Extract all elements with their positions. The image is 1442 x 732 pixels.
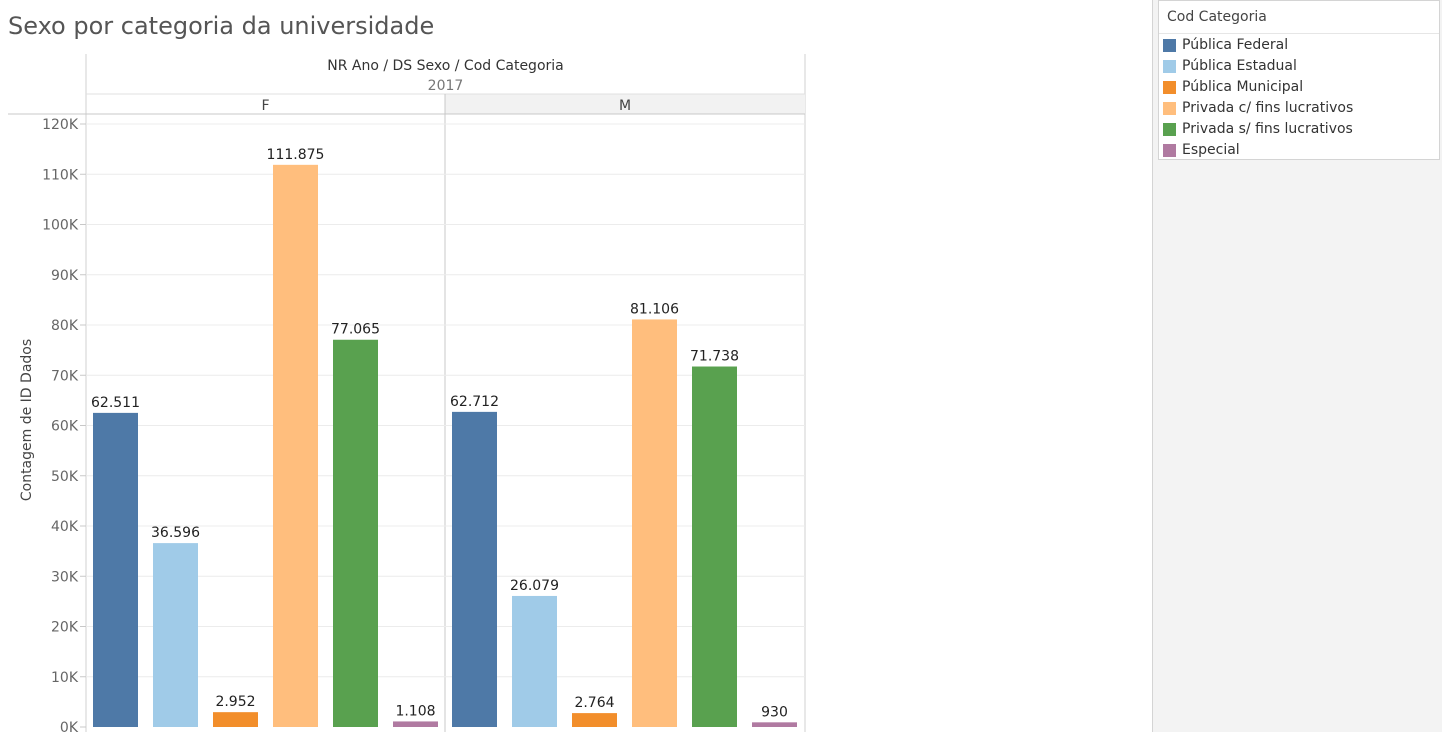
data-label: 26.079 xyxy=(510,578,559,594)
data-label: 77.065 xyxy=(331,322,380,338)
data-label: 1.108 xyxy=(395,703,435,719)
y-tick-label: 120K xyxy=(42,117,79,133)
data-label: 2.952 xyxy=(215,694,255,710)
bar xyxy=(572,713,617,727)
legend-swatch xyxy=(1163,80,1176,94)
bar xyxy=(452,411,497,727)
legend-swatch xyxy=(1163,59,1176,73)
legend-item[interactable]: Privada c/ fins lucrativos xyxy=(1163,98,1353,118)
y-tick-label: 110K xyxy=(42,167,79,183)
y-tick-label: 0K xyxy=(60,720,79,732)
legend-divider xyxy=(1159,33,1439,34)
chart-title: Sexo por categoria da universidade xyxy=(8,12,435,40)
legend-label: Especial xyxy=(1182,142,1240,158)
legend-swatch xyxy=(1163,101,1176,115)
legend-item[interactable]: Pública Estadual xyxy=(1163,56,1297,76)
bar xyxy=(153,543,198,727)
year-header: 2017 xyxy=(428,78,464,94)
y-tick-label: 30K xyxy=(51,569,79,585)
legend-item[interactable]: Privada s/ fins lucrativos xyxy=(1163,119,1353,139)
legend-swatch xyxy=(1163,38,1176,52)
y-tick-label: 60K xyxy=(51,419,79,435)
bar xyxy=(512,595,557,727)
bar-chart: NR Ano / DS Sexo / Cod Categoria 2017 0K 10… xyxy=(8,54,806,732)
y-tick-label: 10K xyxy=(51,670,79,686)
bar xyxy=(752,722,797,727)
legend[interactable]: Cod Categoria Pública Federal Pública Est… xyxy=(1158,0,1440,160)
bar xyxy=(393,721,438,727)
column-header: NR Ano / DS Sexo / Cod Categoria xyxy=(327,58,564,74)
legend-swatch xyxy=(1163,122,1176,136)
data-label: 71.738 xyxy=(690,349,739,365)
y-tick-label: 50K xyxy=(51,469,79,485)
data-label: 111.875 xyxy=(267,147,325,163)
legend-swatch xyxy=(1163,143,1176,157)
legend-item[interactable]: Pública Federal xyxy=(1163,35,1288,55)
y-axis-title: Contagem de ID Dados xyxy=(19,339,35,501)
panel-header-bg xyxy=(445,94,805,114)
legend-label: Privada c/ fins lucrativos xyxy=(1182,100,1354,116)
y-tick-label: 90K xyxy=(51,268,79,284)
data-label: 81.106 xyxy=(630,301,679,317)
panel-header-f: F xyxy=(261,98,269,114)
data-label: 62.712 xyxy=(450,394,499,410)
bar xyxy=(333,339,378,727)
panel-header-m: M xyxy=(619,98,631,114)
y-tick-label: 100K xyxy=(42,218,79,234)
legend-item[interactable]: Pública Municipal xyxy=(1163,77,1303,97)
bar xyxy=(93,412,138,727)
y-tick-label: 20K xyxy=(51,620,79,636)
y-tick-label: 40K xyxy=(51,519,79,535)
legend-label: Pública Estadual xyxy=(1182,58,1297,74)
y-tick-label: 80K xyxy=(51,318,79,334)
data-label: 36.596 xyxy=(151,525,200,541)
legend-label: Privada s/ fins lucrativos xyxy=(1182,121,1353,137)
data-label: 2.764 xyxy=(574,695,614,711)
bar xyxy=(632,319,677,727)
data-label: 930 xyxy=(761,704,788,720)
bar xyxy=(692,366,737,727)
y-tick-label: 70K xyxy=(51,368,79,384)
legend-item[interactable]: Especial xyxy=(1163,140,1240,160)
legend-label: Pública Municipal xyxy=(1182,79,1304,95)
legend-title: Cod Categoria xyxy=(1167,9,1267,25)
data-label: 62.511 xyxy=(91,395,140,411)
bar xyxy=(273,164,318,727)
legend-label: Pública Federal xyxy=(1182,37,1289,53)
bar xyxy=(213,712,258,727)
